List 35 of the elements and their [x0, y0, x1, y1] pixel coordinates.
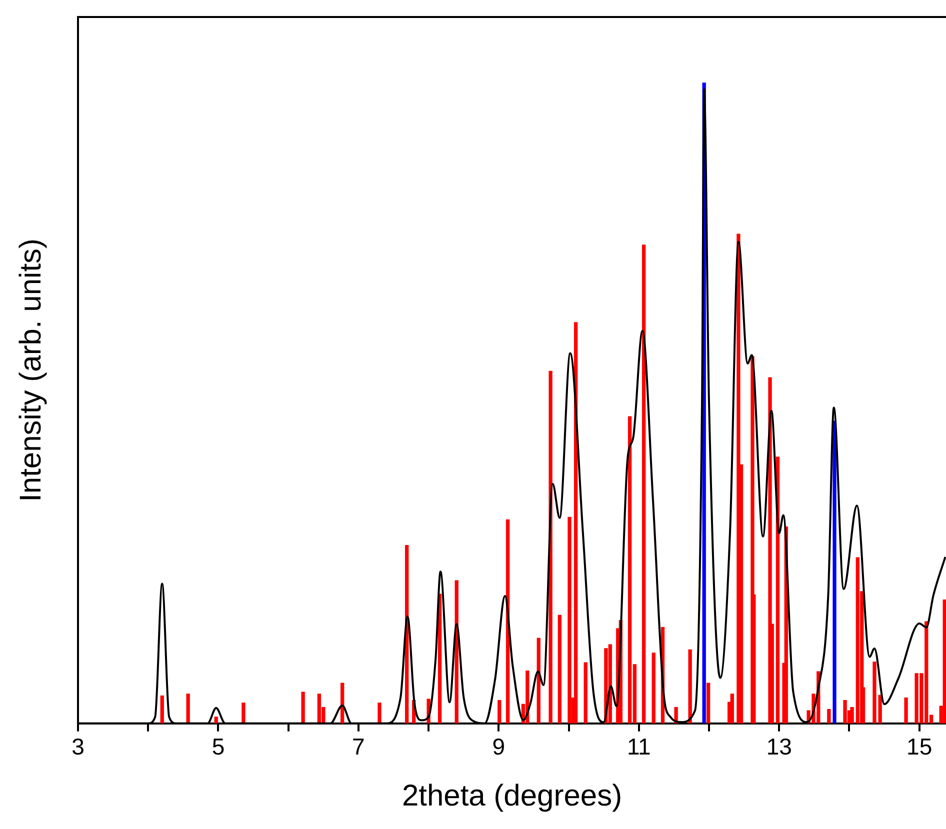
bar	[706, 682, 710, 724]
x-tick-label: 13	[766, 734, 792, 760]
bar	[843, 700, 847, 724]
bar	[652, 652, 656, 724]
x-tick-label: 7	[352, 734, 365, 760]
x-tick-label: 3	[72, 734, 84, 760]
bar	[856, 557, 860, 724]
x-tick-label: 15	[906, 734, 932, 760]
bar	[832, 420, 836, 724]
x-axis-title: 2theta (degrees)	[402, 779, 622, 812]
bar	[317, 694, 322, 724]
bar	[378, 702, 382, 724]
y-axis-title: Intensity (arb. units)	[14, 238, 48, 502]
bar	[688, 649, 692, 724]
bar	[878, 694, 882, 724]
bar	[498, 700, 502, 724]
bar	[558, 614, 562, 724]
bar	[942, 599, 946, 724]
bar	[730, 694, 734, 724]
x-tick-label: 9	[492, 734, 506, 760]
bar	[642, 244, 646, 724]
x-tick-label: 11	[626, 734, 651, 760]
bar	[160, 696, 164, 724]
bar	[568, 516, 572, 724]
bar	[850, 707, 854, 724]
bar	[301, 692, 305, 724]
x-tick-label: 5	[212, 734, 225, 760]
bar	[536, 638, 540, 724]
bar	[186, 694, 190, 724]
bar	[242, 702, 246, 724]
bar	[904, 697, 908, 724]
bar	[584, 662, 588, 724]
bar	[827, 708, 831, 724]
bar	[214, 716, 218, 724]
bar	[872, 662, 876, 724]
